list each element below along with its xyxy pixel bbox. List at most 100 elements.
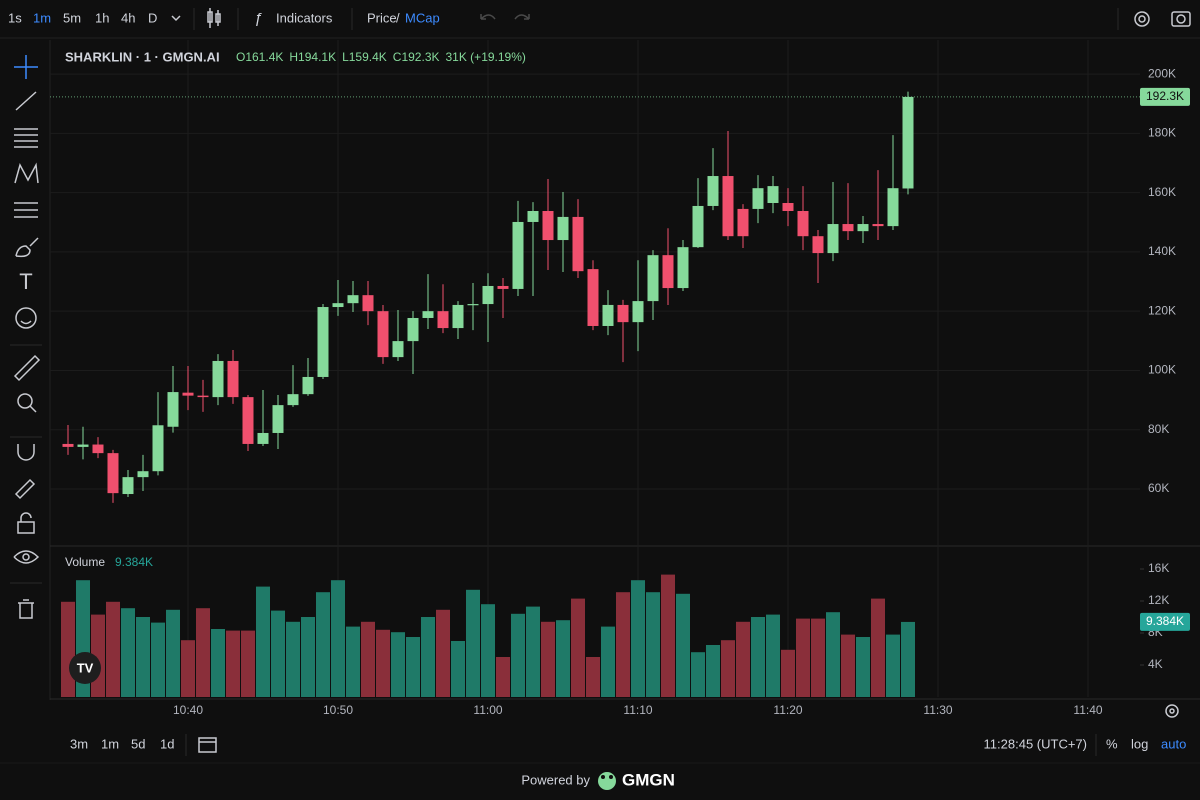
pattern-tool[interactable] — [14, 162, 39, 184]
candle-body — [617, 304, 629, 323]
candle-body — [407, 317, 419, 342]
candle-body — [212, 360, 224, 398]
candle-body — [452, 304, 464, 329]
volume-bar — [421, 617, 435, 697]
date-range-icon[interactable] — [198, 737, 217, 753]
projection-tool[interactable] — [14, 202, 38, 218]
visibility-tool[interactable] — [13, 550, 40, 564]
axis-settings[interactable] — [1165, 704, 1179, 718]
volume-bar — [661, 574, 675, 697]
candle-body — [872, 224, 884, 227]
last-price-tag — [1140, 87, 1190, 106]
candle-body — [497, 285, 509, 289]
footer: Powered by GMGN — [521, 770, 675, 790]
interval[interactable]: 1h — [95, 10, 109, 25]
candle-body — [92, 444, 104, 454]
magnet-tool[interactable] — [17, 444, 35, 461]
crosshair-tool[interactable] — [14, 55, 38, 79]
interval[interactable]: 5m — [63, 10, 81, 25]
interval[interactable]: 4h — [121, 10, 135, 25]
text-tool[interactable]: T — [19, 269, 32, 294]
interval[interactable]: 1s — [8, 10, 22, 25]
candle-body — [362, 295, 374, 312]
brush-tool[interactable] — [15, 237, 39, 258]
camera-icon[interactable] — [1171, 11, 1191, 27]
volume-bar — [631, 580, 645, 697]
volume-bar — [871, 598, 885, 697]
volume-bar — [316, 592, 330, 697]
left-toolbar: T — [10, 55, 42, 619]
mcap-toggle[interactable]: MCap — [405, 10, 440, 25]
lock-tool[interactable] — [17, 512, 35, 534]
volume-bar — [856, 637, 870, 697]
log-toggle[interactable]: log — [1131, 736, 1148, 751]
delete-tool[interactable] — [18, 599, 34, 619]
indicators-button[interactable]: Indicators — [276, 10, 333, 25]
candle-body — [122, 477, 134, 495]
price-toggle[interactable]: Price — [367, 10, 397, 25]
candle-body — [662, 255, 674, 289]
range-button[interactable]: 5d — [131, 736, 145, 751]
chevron[interactable] — [171, 15, 181, 22]
volume-bar — [211, 629, 225, 697]
volume-bar — [766, 614, 780, 697]
candle-body — [332, 303, 344, 308]
candle-body — [107, 453, 119, 494]
candle-body — [272, 405, 284, 433]
percent-toggle[interactable]: % — [1106, 736, 1118, 751]
candle-body — [812, 236, 824, 254]
volume-bar — [616, 592, 630, 697]
last-volume-tag — [1140, 612, 1190, 631]
volume-bar — [271, 610, 285, 697]
candle-body — [797, 211, 809, 237]
candle-body — [437, 311, 449, 329]
volume-bar — [811, 618, 825, 697]
range-button[interactable]: 1d — [160, 736, 174, 751]
zoom-tool[interactable] — [17, 393, 37, 413]
volume-bar — [721, 640, 735, 697]
interval[interactable]: 1m — [33, 10, 51, 25]
volume-bar — [826, 612, 840, 697]
interval[interactable]: D — [148, 10, 157, 25]
volume-bar — [166, 609, 180, 697]
volume-bar — [796, 618, 810, 697]
ohlc-value: H194.1K — [289, 50, 336, 64]
candle-body — [197, 395, 209, 398]
candle-type-icon[interactable] — [207, 8, 221, 28]
emoji-tool[interactable] — [15, 307, 37, 329]
candle-body — [227, 360, 239, 398]
fx-icon[interactable]: ƒ — [254, 10, 262, 27]
brand: GMGN — [622, 770, 675, 789]
volume-bar — [541, 621, 555, 697]
candle-body — [587, 269, 599, 326]
volume-bar — [676, 593, 690, 697]
volume-bar — [586, 657, 600, 697]
line-tool[interactable] — [15, 91, 37, 111]
settings-icon[interactable] — [1134, 11, 1150, 27]
ohlc-legend: O161.4K H194.1K L159.4K C192.3K 31K (+19.19%… — [236, 50, 526, 64]
volume-bar — [331, 580, 345, 697]
auto-toggle[interactable]: auto — [1161, 736, 1186, 751]
fib-tool[interactable] — [14, 128, 38, 148]
x-tick-label: 11:20 — [773, 703, 802, 717]
svg-text:TV: TV — [77, 660, 94, 675]
redo[interactable] — [514, 14, 530, 20]
plot — [50, 40, 1190, 697]
volume-bar — [301, 617, 315, 697]
range-button[interactable]: 1m — [101, 736, 119, 751]
range-button[interactable]: 3m — [70, 736, 88, 751]
candle-body — [692, 205, 704, 248]
candle-body — [257, 432, 269, 444]
candle-body — [167, 392, 179, 427]
clock: 11:28:45 (UTC+7) — [984, 736, 1087, 751]
lock-draw-tool[interactable] — [14, 478, 36, 500]
candle-body — [842, 224, 854, 232]
candle-body — [77, 444, 89, 447]
volume-tick-label: 12K — [1148, 593, 1169, 607]
ruler-tool[interactable] — [13, 354, 41, 382]
undo[interactable] — [480, 14, 496, 20]
candle-body — [782, 202, 794, 212]
ohlc-value: O161.4K — [236, 50, 283, 64]
candle-body — [317, 307, 329, 377]
chart-title: SHARKLIN · 1 · GMGN.AI — [65, 49, 220, 64]
